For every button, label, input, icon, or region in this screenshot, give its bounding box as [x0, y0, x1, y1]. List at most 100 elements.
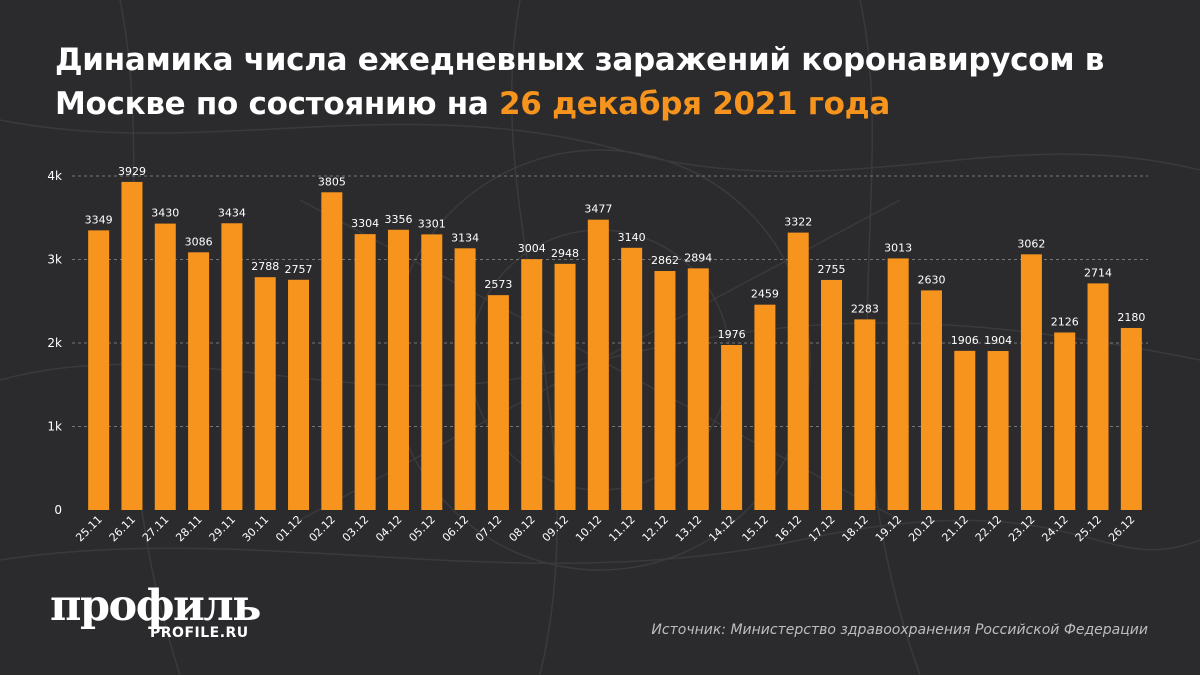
x-tick-label: 15.12	[740, 513, 771, 544]
data-label: 2180	[1117, 311, 1145, 324]
bar	[321, 192, 343, 510]
data-label: 3304	[351, 217, 379, 230]
data-label: 3086	[185, 235, 213, 248]
x-tick-label: 13.12	[673, 513, 704, 544]
y-tick-label: 4k	[47, 169, 62, 183]
y-tick-label: 0	[54, 503, 62, 517]
bar	[787, 232, 809, 510]
x-tick-label: 03.12	[340, 513, 371, 544]
x-tick-label: 20.12	[906, 513, 937, 544]
bar	[821, 279, 843, 510]
bar	[887, 258, 909, 510]
data-label: 2714	[1084, 266, 1112, 279]
data-label: 2755	[818, 263, 846, 276]
x-tick-label: 17.12	[806, 513, 837, 544]
data-label: 3322	[784, 216, 812, 229]
x-tick-label: 02.12	[306, 513, 337, 544]
x-tick-label: 07.12	[473, 513, 504, 544]
x-tick-label: 25.12	[1073, 513, 1104, 544]
bar	[754, 304, 776, 510]
bar	[621, 247, 643, 510]
data-label: 3477	[584, 203, 612, 216]
x-tick-label: 30.11	[240, 513, 271, 544]
bar	[487, 295, 509, 510]
bar	[354, 234, 376, 510]
x-tick-label: 24.12	[1039, 513, 1070, 544]
bar	[154, 223, 176, 510]
x-tick-label: 10.12	[573, 513, 604, 544]
bar	[554, 263, 576, 510]
bar	[521, 259, 543, 510]
bar	[1087, 283, 1109, 510]
bar	[254, 277, 276, 510]
profil-logo[interactable]: профиль	[50, 581, 261, 631]
bar	[188, 252, 210, 510]
data-label: 3349	[85, 213, 113, 226]
data-label: 2788	[251, 260, 279, 273]
x-tick-label: 14.12	[706, 513, 737, 544]
bar	[421, 234, 443, 510]
chart-title: Динамика числа ежедневных заражений коро…	[55, 38, 1165, 126]
x-tick-label: 01.12	[273, 513, 304, 544]
bar	[121, 181, 143, 510]
source-note: Источник: Министерство здравоохранения Р…	[651, 622, 1148, 638]
x-tick-label: 27.11	[140, 513, 171, 544]
y-tick-label: 1k	[47, 420, 62, 434]
profil-logo-url[interactable]: PROFILE.RU	[150, 625, 249, 641]
x-tick-label: 22.12	[973, 513, 1004, 544]
bar	[1120, 327, 1142, 510]
bar	[954, 350, 976, 510]
data-label: 2126	[1051, 315, 1079, 328]
x-tick-label: 05.12	[406, 513, 437, 544]
chart-title-main: Динамика числа ежедневных заражений коро…	[55, 42, 1105, 122]
data-label: 3062	[1017, 237, 1045, 250]
bar	[454, 248, 476, 510]
y-tick-label: 2k	[47, 336, 62, 350]
bar	[387, 229, 409, 511]
bar	[721, 345, 743, 510]
data-label: 3356	[384, 213, 412, 226]
x-tick-label: 08.12	[506, 513, 537, 544]
bar	[587, 219, 609, 510]
data-label: 1906	[951, 334, 979, 347]
bar	[654, 271, 676, 510]
data-label: 3805	[318, 175, 346, 188]
data-label: 2894	[684, 251, 712, 264]
data-label: 3430	[151, 207, 179, 220]
data-label: 3013	[884, 241, 912, 254]
data-label: 2630	[917, 273, 945, 286]
bar	[1054, 332, 1076, 510]
x-tick-label: 26.12	[1106, 513, 1137, 544]
bar	[687, 268, 709, 510]
bar	[288, 279, 310, 510]
bar	[221, 223, 243, 511]
y-tick-label: 3k	[47, 253, 62, 267]
data-label: 1904	[984, 334, 1012, 347]
data-label: 3134	[451, 231, 479, 244]
x-tick-label: 11.12	[606, 513, 637, 544]
x-tick-label: 29.11	[207, 513, 238, 544]
data-label: 2573	[484, 278, 512, 291]
data-label: 2757	[285, 263, 313, 276]
data-label: 1976	[718, 328, 746, 341]
bar	[920, 290, 942, 510]
chart-title-date: 26 декабря 2021 года	[499, 86, 891, 122]
bar	[1020, 254, 1042, 510]
x-tick-label: 25.11	[73, 513, 104, 544]
data-label: 3004	[518, 242, 546, 255]
data-label: 2283	[851, 302, 879, 315]
x-tick-label: 23.12	[1006, 513, 1037, 544]
data-label: 2948	[551, 247, 579, 260]
data-label: 2459	[751, 288, 779, 301]
data-label: 2862	[651, 254, 679, 267]
bar	[987, 351, 1009, 510]
x-tick-label: 04.12	[373, 513, 404, 544]
data-label: 3301	[418, 217, 446, 230]
x-tick-label: 16.12	[773, 513, 804, 544]
x-tick-label: 28.11	[173, 513, 204, 544]
data-label: 3140	[618, 231, 646, 244]
x-tick-label: 06.12	[440, 513, 471, 544]
x-tick-label: 12.12	[640, 513, 671, 544]
x-tick-label: 21.12	[939, 513, 970, 544]
